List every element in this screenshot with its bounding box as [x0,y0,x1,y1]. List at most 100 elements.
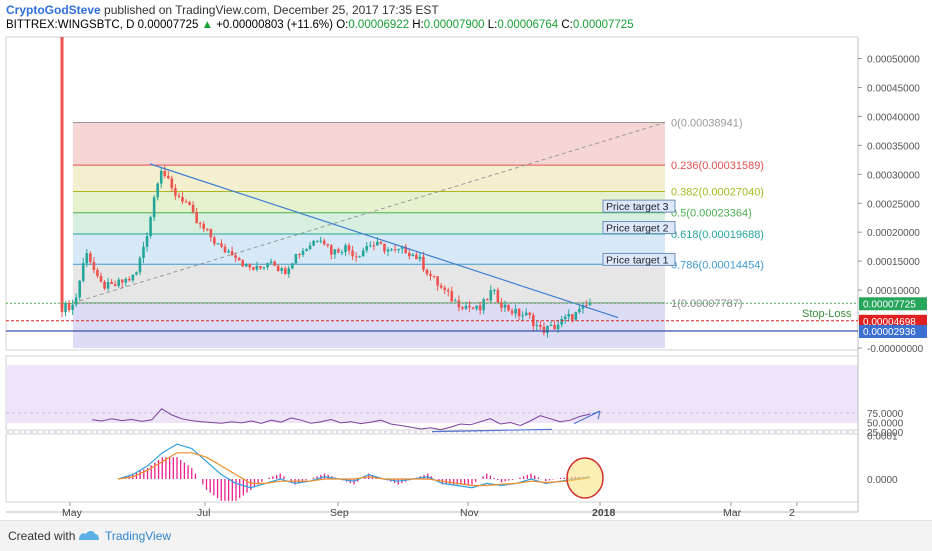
candle-body [156,183,159,198]
candle-body [454,300,457,302]
rsi-tick-label: 50.0000 [867,419,904,430]
candle-body [198,223,202,225]
author-link[interactable]: CryptoGodSteve [6,3,101,17]
candle-body [262,267,266,269]
candle-body [390,249,393,251]
time-tick-label: 2 [789,507,795,519]
candle-body [542,326,546,333]
candle-body [78,280,82,298]
candle-body [478,305,482,311]
candle-body [227,251,230,253]
candle-body [535,325,539,327]
fib-zone [73,234,665,265]
price-tick-label: 0.00010000 [867,286,920,297]
candle-body [326,244,330,246]
candle-body [308,245,312,250]
candle-body [145,236,149,247]
candle-body [60,307,64,313]
candle-body [177,195,181,197]
candle-body [269,261,273,264]
candle-body [138,257,142,273]
price-tick-label: 0.00035000 [867,141,920,152]
fib-label: 0(0.00038941) [671,118,743,130]
candle-body [386,249,390,252]
candle-body [181,196,184,202]
rsi-band [6,365,858,423]
candle-body [507,304,510,311]
fib-trend-line [72,122,666,304]
macd-tick-label: 0.0000 [867,475,898,486]
publish-text: published on TradingView.com, December 2… [100,3,439,17]
candle-body [266,263,269,268]
candle-body [333,249,337,255]
candle-body [528,312,532,315]
candle-body [117,279,120,286]
tradingview-logo-icon [79,531,99,540]
candle-body [131,274,135,281]
candle-body [205,228,209,230]
candle-body [312,240,315,246]
macd-tick-label: 0.0001 [867,431,898,442]
price-tick-label: 0.00040000 [867,112,920,123]
candle-body [450,291,454,302]
candle-body [283,268,287,275]
candle-body [319,240,322,242]
candle-body [496,289,500,303]
candle-body [393,249,397,251]
candle-body [152,197,156,218]
time-tick-label: Jul [197,507,210,519]
candle-body [443,287,447,291]
candle-body [74,297,78,305]
candle-body [85,253,89,264]
price-tick-label: 0.00045000 [867,83,920,94]
price-tick-label: 0.00050000 [867,55,920,66]
footer-bar: Created with TradingView [0,520,932,551]
candle-body [588,303,592,306]
symbol-legend: BITTREX:WINGSBTC, D 0.00007725 ▲ +0.0000… [6,19,634,31]
price-target-label: Price target 3 [606,201,669,213]
candle-body [407,252,411,257]
candle-body [202,223,206,229]
candle-body [120,279,124,283]
price-change: +0.00000803 (+11.6%) [216,19,333,31]
candle-body [99,275,103,282]
fib-label: 0.786(0.00014454) [671,259,764,271]
candle-body [174,188,177,196]
change-arrow-icon: ▲ [201,19,213,31]
high-value: 0.00007900 [423,19,485,31]
price-target-label: Price target 1 [606,254,669,266]
macd-signal-line [117,452,591,487]
candle-body [92,261,96,270]
candle-body [457,300,461,308]
candle-body [503,304,507,308]
candle-body [124,278,128,283]
candle-body [209,229,213,238]
candle-body [252,267,255,270]
tradingview-link[interactable]: TradingView [105,529,172,543]
candle-body [475,305,478,309]
candle-body [524,312,528,316]
candle-body [170,178,174,189]
candle-body [71,304,74,311]
candle-body [287,268,291,275]
candle-body [365,246,369,251]
candle-body [489,290,493,301]
candle-body [276,265,280,271]
candle-body [67,302,71,311]
candle-body [344,245,347,253]
candle-body [415,254,418,260]
candle-body [330,245,333,255]
low-label: L: [487,19,498,31]
price-tick-label: 0.00030000 [867,170,920,181]
time-tick-label: 2018 [592,507,616,519]
candle-body [191,204,195,213]
candle-body [517,308,521,317]
candle-body [64,302,67,313]
candle-body [581,305,585,309]
chart-canvas[interactable]: 0(0.00038941) 0.236(0.00031589) 0.382(0.00… [0,0,932,520]
candle-body [383,243,386,252]
price-axis-tag-label: 0.00007725 [863,299,916,310]
time-tick-label: Nov [460,507,479,519]
candle-body [298,254,301,256]
candle-body [439,285,443,288]
